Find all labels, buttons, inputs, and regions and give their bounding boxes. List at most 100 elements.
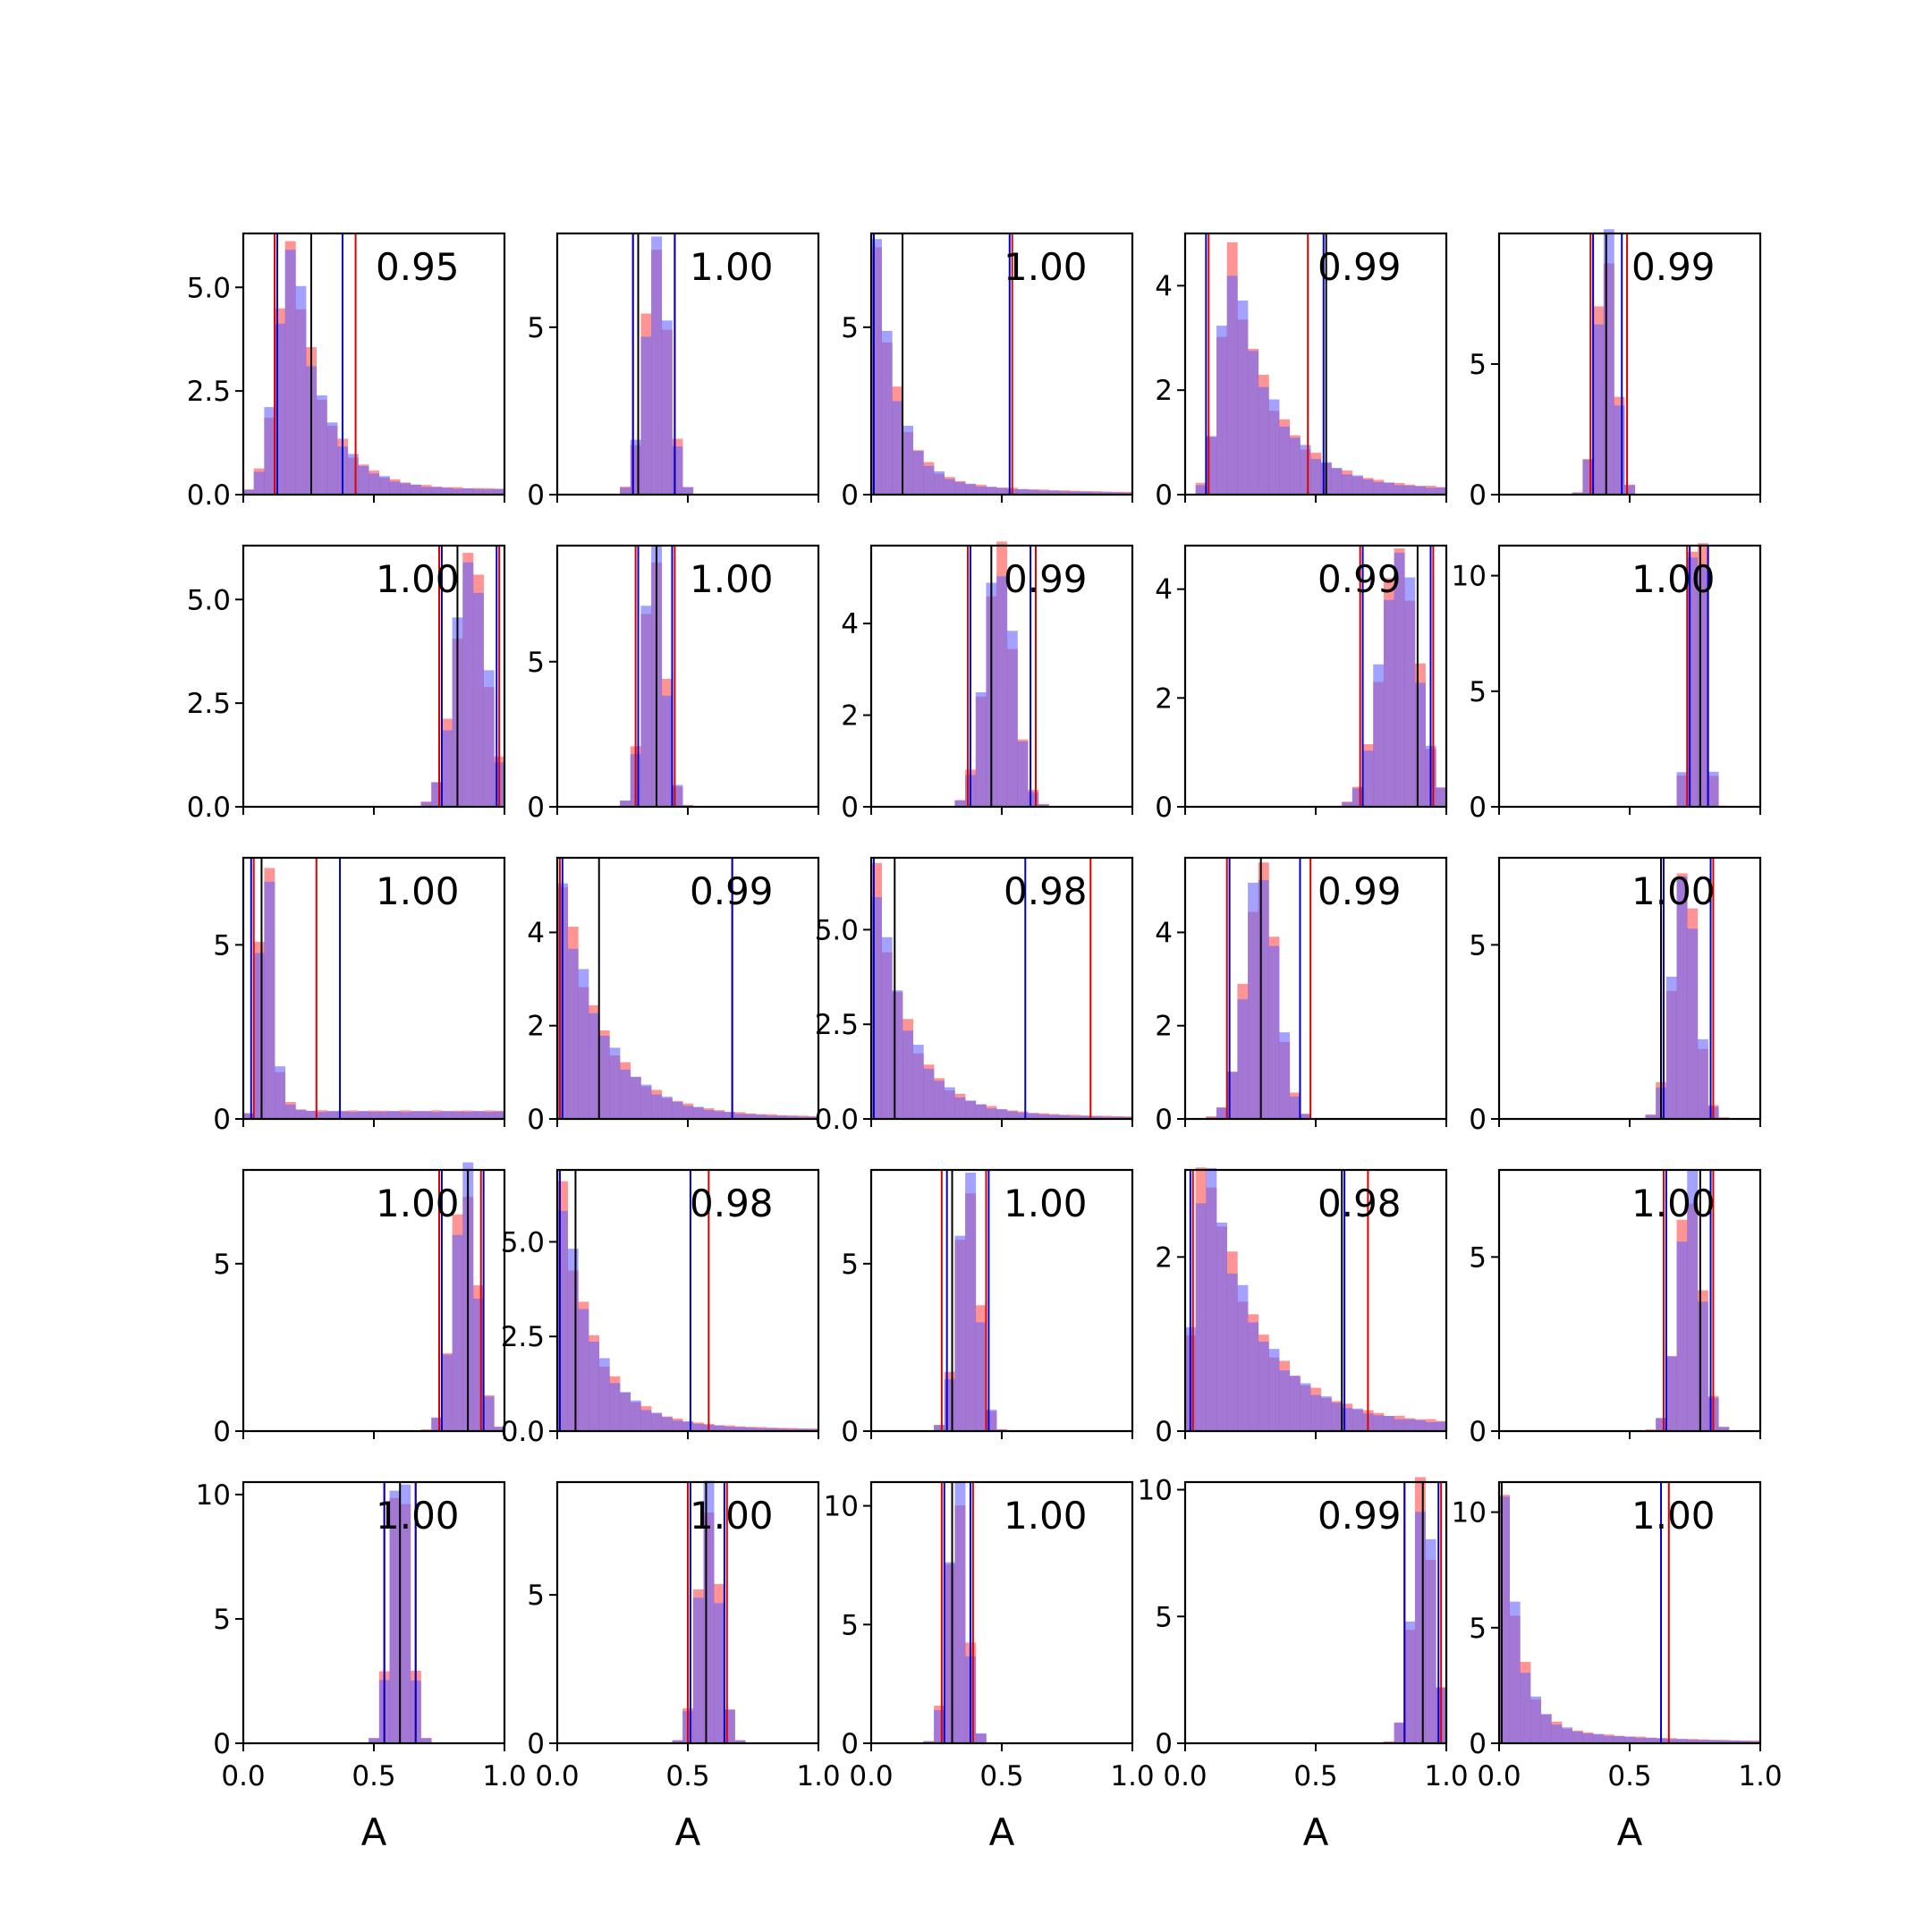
blue-hist-bar [431, 1112, 443, 1119]
blue-hist-bar [358, 1111, 369, 1119]
panel-4-1: 0 5 0.0 0.5 1.0 A 1.00 [527, 1480, 841, 1854]
y-tick-label: 0 [527, 792, 545, 824]
blue-hist-bar [1697, 565, 1708, 807]
y-tick-label: 10 [1138, 1475, 1173, 1507]
blue-hist-bar [1226, 1273, 1238, 1431]
blue-hist-bar [1069, 491, 1080, 495]
blue-hist-bar [1582, 1733, 1594, 1743]
y-tick-label: 0 [841, 479, 859, 512]
blue-hist-bar [1310, 459, 1322, 495]
y-tick-label: 0 [213, 1416, 231, 1448]
blue-hist-bar [284, 1104, 296, 1119]
blue-hist-bar [358, 465, 369, 495]
blue-hist-bar [1394, 1722, 1405, 1743]
blue-hist-bar [557, 1210, 568, 1431]
y-tick-label: 2 [527, 1011, 545, 1043]
blue-hist-bar [944, 1087, 955, 1119]
x-tick-label: 0.5 [1293, 1760, 1337, 1792]
blue-hist-bar [672, 784, 683, 807]
blue-hist-bar [934, 1080, 945, 1119]
y-tick-label: 0 [1469, 1416, 1487, 1448]
correlation-label: 1.00 [1631, 869, 1716, 913]
blue-hist-bar [494, 1427, 505, 1431]
blue-hist-bar [954, 1481, 966, 1743]
blue-hist-bar [494, 1111, 505, 1119]
blue-hist-bar [1090, 1116, 1102, 1119]
y-tick-label: 5.0 [815, 914, 859, 946]
blue-hist-bar [1404, 1621, 1416, 1743]
blue-hist-bar [1320, 1396, 1332, 1431]
blue-hist-bar [1080, 491, 1091, 495]
blue-hist-bar [389, 481, 401, 495]
blue-hist-bar [1279, 426, 1291, 495]
blue-hist-bar [755, 1428, 767, 1431]
blue-hist-bar [472, 488, 484, 495]
blue-hist-bar [431, 487, 443, 495]
blue-hist-bar [1362, 479, 1374, 495]
y-tick-label: 4 [1155, 574, 1173, 606]
blue-hist-bar [1059, 491, 1071, 495]
blue-hist-bar [954, 481, 966, 495]
blue-hist-bar [954, 800, 966, 807]
y-tick-label: 4 [1155, 917, 1173, 949]
blue-hist-bar [892, 401, 903, 495]
y-tick-label: 2 [1155, 1241, 1173, 1274]
blue-hist-bar [326, 1111, 338, 1119]
blue-hist-bar [703, 1109, 715, 1119]
blue-hist-bar [1603, 229, 1614, 495]
correlation-label: 1.00 [376, 869, 460, 913]
blue-hist-bar [954, 1235, 966, 1431]
blue-hist-bar [337, 1111, 349, 1119]
blue-hist-bar [682, 1421, 694, 1431]
blue-hist-bar [1697, 1038, 1708, 1119]
blue-hist-bar [1028, 489, 1039, 495]
blue-hist-bar [934, 470, 945, 495]
blue-hist-bar [1100, 1116, 1112, 1119]
blue-hist-bar [965, 483, 977, 495]
blue-hist-bar [1352, 788, 1363, 807]
blue-hist-bar [923, 1068, 935, 1119]
correlation-label: 1.00 [1631, 557, 1716, 601]
blue-hist-bar [881, 936, 893, 1119]
blue-hist-bar [1687, 1170, 1699, 1431]
blue-hist-bar [1425, 1538, 1436, 1743]
panel-2-4: 051.00 [1469, 856, 1762, 1136]
blue-hist-bar [954, 1097, 966, 1119]
blue-hist-bar [1718, 1741, 1730, 1743]
blue-hist-bar [1038, 1114, 1049, 1119]
y-tick-label: 0 [1155, 792, 1173, 824]
blue-hist-bar [965, 1173, 977, 1431]
blue-hist-bar [1614, 1736, 1625, 1743]
blue-hist-bar [672, 1740, 683, 1743]
blue-hist-bar [389, 1490, 401, 1743]
x-axis-label: A [1617, 1810, 1643, 1854]
blue-hist-bar [1195, 485, 1207, 495]
x-tick-label: 1.0 [482, 1760, 526, 1792]
blue-hist-bar [243, 1113, 254, 1119]
blue-hist-bar [400, 1112, 411, 1119]
blue-hist-bar [630, 1400, 641, 1431]
correlation-label: 0.99 [1318, 869, 1402, 913]
blue-hist-bar [640, 1084, 652, 1119]
panel-0-2: 051.00 [841, 232, 1134, 512]
blue-hist-bar [1739, 1741, 1750, 1743]
panel-1-2: 0 2 4 0.99 [841, 541, 1134, 824]
blue-hist-bar [1216, 1222, 1228, 1431]
panel-0-1: 051.00 [527, 232, 820, 512]
blue-hist-bar [1562, 1727, 1573, 1743]
blue-hist-bar [651, 1094, 663, 1119]
y-tick-label: 2 [1155, 375, 1173, 407]
blue-hist-bar [316, 395, 327, 495]
blue-hist-bar [1373, 1415, 1385, 1431]
blue-hist-bar [1593, 324, 1605, 495]
panel-1-1: 051.00 [527, 544, 820, 824]
x-axis-label: A [675, 1810, 701, 1854]
blue-hist-bar [871, 239, 882, 495]
blue-hist-bar [410, 484, 421, 495]
blue-hist-bar [881, 330, 893, 495]
blue-hist-bar [1048, 1114, 1060, 1119]
blue-hist-bar [1634, 1737, 1646, 1743]
blue-hist-bar [400, 483, 411, 495]
x-tick-label: 0.0 [1477, 1760, 1521, 1792]
blue-hist-bar [672, 1420, 683, 1431]
